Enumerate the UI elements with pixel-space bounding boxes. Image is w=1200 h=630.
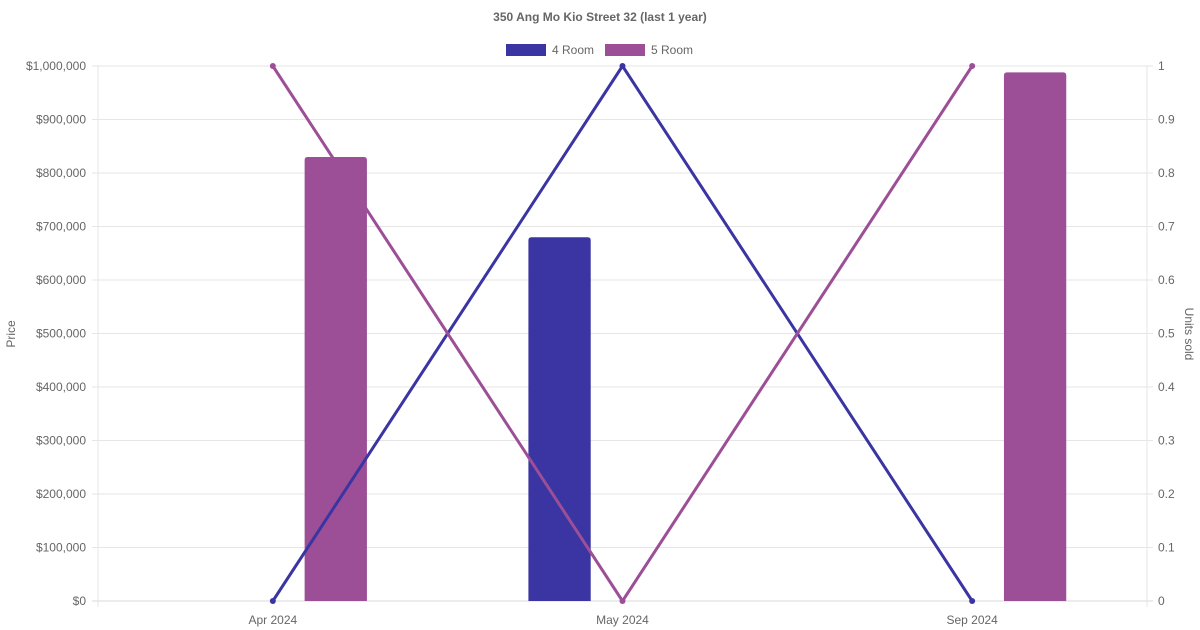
x-axis: Apr 2024 May 2024 Sep 2024 xyxy=(248,613,998,627)
right-tick-label: 0.9 xyxy=(1158,113,1175,127)
left-axis-title: Price xyxy=(4,320,18,348)
right-tick-label: 0.7 xyxy=(1158,220,1175,234)
right-tick-label: 0.5 xyxy=(1158,327,1175,341)
left-tick-label: $800,000 xyxy=(36,166,86,180)
right-tick-label: 0.6 xyxy=(1158,273,1175,287)
bar-5-room[interactable] xyxy=(1003,72,1067,602)
x-tick-label: May 2024 xyxy=(596,613,649,627)
units-sold-lines xyxy=(269,63,976,604)
bar-5-room[interactable] xyxy=(304,156,367,601)
right-axis: 0 0.1 0.2 0.3 0.4 0.5 0.6 0.7 0.8 0.9 1 xyxy=(1158,59,1175,608)
point-4-room[interactable] xyxy=(969,598,976,604)
legend-item-4-room[interactable]: 4 Room xyxy=(506,43,594,57)
right-tick-label: 0 xyxy=(1158,594,1165,608)
right-tick-label: 0.1 xyxy=(1158,541,1175,555)
left-tick-label: $300,000 xyxy=(36,434,86,448)
right-tick-label: 0.2 xyxy=(1158,487,1175,501)
bar-4-room[interactable] xyxy=(528,237,591,601)
right-tick-label: 0.8 xyxy=(1158,166,1175,180)
left-axis: $0 $100,000 $200,000 $300,000 $400,000 $500,0… xyxy=(26,59,86,608)
left-tick-label: $700,000 xyxy=(36,220,86,234)
right-axis-title: Units sold xyxy=(1182,308,1196,361)
right-tick-label: 0.4 xyxy=(1158,380,1175,394)
legend[interactable]: 4 Room 5 Room xyxy=(506,43,693,57)
left-tick-label: $500,000 xyxy=(36,327,86,341)
point-5-room[interactable] xyxy=(269,63,276,69)
left-tick-label: $900,000 xyxy=(36,113,86,127)
left-tick-label: $100,000 xyxy=(36,541,86,555)
legend-label-4-room: 4 Room xyxy=(552,43,594,57)
right-tick-label: 0.3 xyxy=(1158,434,1175,448)
left-tick-label: $0 xyxy=(73,594,87,608)
left-tick-label: $400,000 xyxy=(36,380,86,394)
legend-label-5-room: 5 Room xyxy=(651,43,693,57)
legend-swatch-4-room xyxy=(506,44,546,56)
point-4-room[interactable] xyxy=(269,598,276,604)
left-tick-label: $600,000 xyxy=(36,273,86,287)
left-tick-label: $1,000,000 xyxy=(26,59,86,73)
x-tick-label: Sep 2024 xyxy=(946,613,998,627)
point-4-room[interactable] xyxy=(619,63,626,69)
gridlines xyxy=(92,65,1153,607)
chart-title: 350 Ang Mo Kio Street 32 (last 1 year) xyxy=(493,10,707,24)
price-bars xyxy=(304,72,1067,602)
point-5-room[interactable] xyxy=(619,598,626,604)
right-tick-label: 1 xyxy=(1158,59,1165,73)
x-tick-label: Apr 2024 xyxy=(248,613,297,627)
legend-swatch-5-room xyxy=(605,44,645,56)
legend-item-5-room[interactable]: 5 Room xyxy=(605,43,693,57)
left-tick-label: $200,000 xyxy=(36,487,86,501)
point-5-room[interactable] xyxy=(969,63,976,69)
